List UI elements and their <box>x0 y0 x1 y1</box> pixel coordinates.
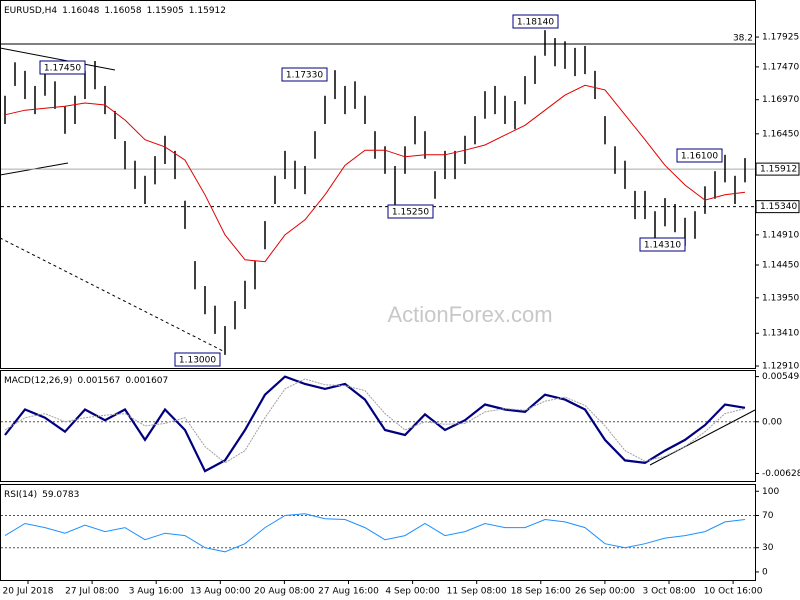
panel-title: RSI(14) <box>4 490 37 500</box>
header-value: 59.0783 <box>42 490 79 500</box>
x-tick-label: 3 Aug 16:00 <box>129 587 184 597</box>
x-tick-label: 3 Oct 08:00 <box>643 587 696 597</box>
y-tick-label: 1.14910 <box>762 230 799 240</box>
annotation-label: 1.18140 <box>517 18 554 28</box>
trend-line <box>0 47 116 71</box>
y-tick-label: 1.16450 <box>762 129 799 139</box>
x-tick-label: 18 Sep 16:00 <box>511 587 571 597</box>
indicator-line <box>4 513 746 553</box>
annotation-box <box>387 204 434 219</box>
y-tick-label: 1.17925 <box>762 33 799 43</box>
annotation-box <box>512 14 559 29</box>
panel-title: MACD(12,26,9) <box>4 376 72 386</box>
y-tick-label: -0.006283 <box>762 469 800 479</box>
x-tick-label: 20 Aug 08:00 <box>254 587 315 597</box>
panel-frame <box>0 0 756 369</box>
annotation-label: 1.17330 <box>286 71 323 81</box>
panel-header: MACD(12,26,9) 0.001567 0.001607 <box>4 376 168 386</box>
y-tick-label: 1.12910 <box>762 362 799 372</box>
annotation-label: 1.14310 <box>644 241 681 251</box>
panel-title: EURUSD,H4 <box>4 6 57 16</box>
x-tick-label: 26 Sep 00:00 <box>575 587 635 597</box>
y-tick-label: 1.13950 <box>762 293 799 303</box>
annotation-label: 1.15250 <box>392 208 429 218</box>
annotation-box <box>281 67 328 82</box>
header-value: 0.001567 <box>77 376 120 386</box>
x-tick-label: 4 Sep 00:00 <box>385 587 440 597</box>
y-tick-label: 0.00 <box>762 417 782 427</box>
annotation-label: 1.17450 <box>44 64 81 74</box>
y-tick-label: 30 <box>762 543 774 553</box>
panel-frame <box>0 370 756 482</box>
trend-line <box>649 409 756 466</box>
x-tick-label: 13 Aug 00:00 <box>190 587 251 597</box>
annotation-label: 1.13000 <box>179 356 216 366</box>
y-tick-label: 1.16970 <box>762 95 799 105</box>
header-value: 0.001607 <box>125 376 168 386</box>
x-tick-label: 10 Oct 16:00 <box>704 587 763 597</box>
panel-frame <box>0 484 756 581</box>
moving-average <box>4 84 746 263</box>
y-tick-label: 1.13410 <box>762 329 799 339</box>
annotation-box <box>39 60 86 75</box>
x-tick-label: 11 Sep 08:00 <box>447 587 507 597</box>
annotation-box <box>676 148 723 163</box>
header-value: 1.15905 <box>147 6 184 16</box>
y-tick-label: 1.17470 <box>762 62 799 72</box>
annotation-box <box>639 237 686 252</box>
annotation-label: 1.16100 <box>681 152 718 162</box>
y-tick-label: 1.14450 <box>762 261 799 271</box>
panel-header: RSI(14) 59.0783 <box>4 490 79 500</box>
level-label: 1.15340 <box>760 202 797 212</box>
indicator-line <box>4 375 746 473</box>
watermark: ActionForex.com <box>387 302 552 327</box>
x-tick-label: 20 Jul 2018 <box>3 587 54 597</box>
y-tick-label: 70 <box>762 511 774 521</box>
x-tick-label: 27 Jul 08:00 <box>65 587 119 597</box>
panel-header: EURUSD,H4 1.16048 1.16058 1.15905 1.15912 <box>4 6 226 16</box>
last-price-label: 1.15912 <box>760 165 797 175</box>
trend-line <box>0 237 226 353</box>
last-price-box <box>755 162 800 176</box>
indicator-line <box>4 378 746 464</box>
x-tick-label: 27 Aug 16:00 <box>318 587 379 597</box>
annotation-box <box>174 352 221 367</box>
level-box <box>755 200 800 214</box>
y-tick-label: 0.005498 <box>762 372 800 382</box>
header-value: 1.16048 <box>62 6 99 16</box>
y-tick-label: 0 <box>762 567 768 577</box>
header-value: 1.16058 <box>104 6 141 16</box>
header-value: 1.15912 <box>189 6 226 16</box>
y-tick-label: 100 <box>762 487 779 497</box>
fib-label: 38.2 <box>733 33 753 43</box>
